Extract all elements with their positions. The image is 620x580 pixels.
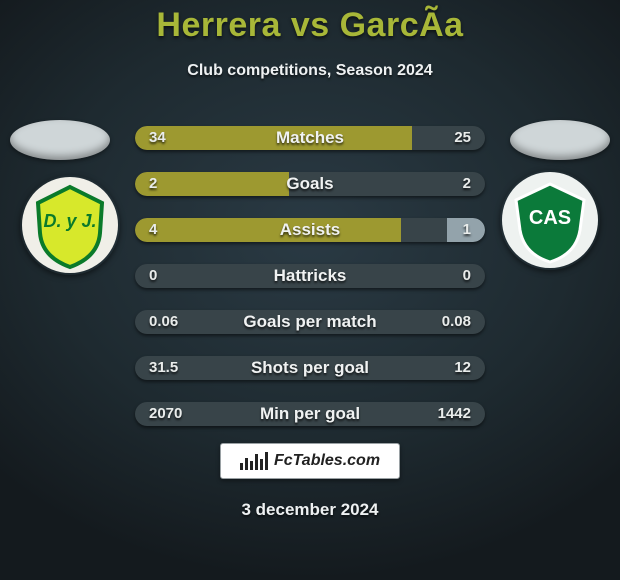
page-title: Herrera vs GarcÃ­a bbox=[0, 6, 620, 45]
flag-placeholder-right bbox=[510, 120, 610, 160]
brand-badge: FcTables.com bbox=[220, 443, 400, 479]
stat-label: Shots per goal bbox=[135, 356, 485, 380]
stat-row: 41Assists bbox=[135, 211, 485, 249]
stat-label: Assists bbox=[135, 218, 485, 242]
flag-placeholder-left bbox=[10, 120, 110, 160]
stat-label: Min per goal bbox=[135, 402, 485, 426]
brand-text: FcTables.com bbox=[274, 452, 380, 470]
stat-row: 00Hattricks bbox=[135, 257, 485, 295]
stat-label: Goals per match bbox=[135, 310, 485, 334]
stat-row: 31.512Shots per goal bbox=[135, 349, 485, 387]
stat-label: Goals bbox=[135, 172, 485, 196]
stats-bar-chart: 3425Matches 22Goals 41Assists 00Hattricks 0.… bbox=[135, 119, 485, 441]
brand-bars-icon bbox=[240, 452, 268, 470]
team-crest-right: CAS bbox=[500, 170, 600, 270]
stat-row: 3425Matches bbox=[135, 119, 485, 157]
crest-left-icon: D. y J. bbox=[20, 175, 120, 275]
stat-row: 20701442Min per goal bbox=[135, 395, 485, 433]
crest-right-icon: CAS bbox=[500, 170, 600, 270]
stat-label: Matches bbox=[135, 126, 485, 150]
team-crest-left: D. y J. bbox=[20, 175, 120, 275]
svg-text:D. y J.: D. y J. bbox=[43, 211, 96, 231]
date-text: 3 december 2024 bbox=[0, 500, 620, 520]
page-subtitle: Club competitions, Season 2024 bbox=[0, 62, 620, 80]
svg-text:CAS: CAS bbox=[529, 207, 571, 229]
stat-label: Hattricks bbox=[135, 264, 485, 288]
stat-row: 0.060.08Goals per match bbox=[135, 303, 485, 341]
stat-row: 22Goals bbox=[135, 165, 485, 203]
